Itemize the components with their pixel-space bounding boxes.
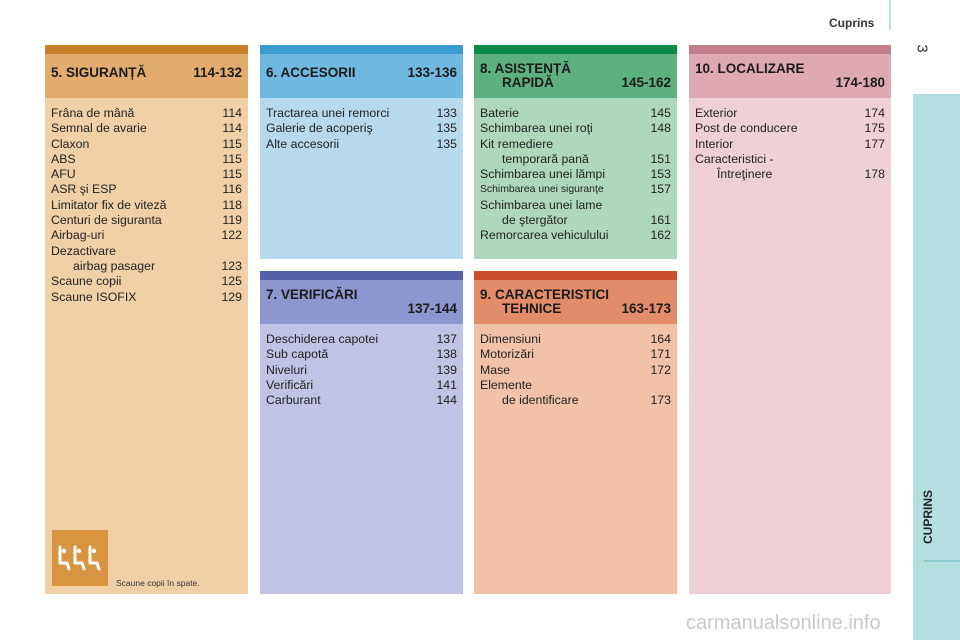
toc-entry[interactable]: Schimbarea unei roţi 148 xyxy=(480,121,671,136)
section-title[interactable]: 10. LOCALIZARE xyxy=(695,61,805,76)
section-10-card: 10. LOCALIZARE 174-180 Exterior 174 Post … xyxy=(689,45,891,594)
toc-entry[interactable]: Caracteristici - xyxy=(695,151,774,166)
toc-entry[interactable]: Dezactivare xyxy=(51,243,116,258)
toc-entry[interactable]: Limitator fix de viteză 118 xyxy=(51,197,242,212)
section-title[interactable]: 8. ASISTENȚĂ xyxy=(480,61,572,76)
page-header-title: Cuprins xyxy=(829,16,875,30)
section-title-bar: 8. ASISTENȚĂ RAPIDĂ 145-162 xyxy=(474,54,677,98)
toc-entry[interactable]: Claxon 115 xyxy=(51,136,242,151)
icon-caption: Scaune copii în spate. xyxy=(116,578,200,588)
watermark: carmanualsonline.info xyxy=(686,612,881,634)
section-strip xyxy=(260,271,463,280)
toc-entry[interactable]: Scaune copii 125 xyxy=(51,274,242,289)
toc-entry[interactable]: Carburant 144 xyxy=(266,393,457,408)
toc-entry[interactable]: Frâna de mână 114 xyxy=(51,106,242,120)
toc-entry[interactable]: Post de conducere 175 xyxy=(695,121,885,136)
section-title-line2: RAPIDĂ xyxy=(502,75,554,90)
section-page-range: 114-132 xyxy=(193,65,242,80)
section-8-card: 8. ASISTENȚĂ RAPIDĂ 145-162 Baterie 145 S… xyxy=(474,45,677,259)
section-page-range: 174-180 xyxy=(835,75,885,90)
section-strip xyxy=(474,45,677,54)
section-title-bar: 9. CARACTERISTICI TEHNICE 163-173 xyxy=(474,280,677,324)
toc-entry[interactable]: Semnal de avarie 114 xyxy=(51,121,242,136)
section-body: Baterie 145 Schimbarea unei roţi 148 Kit r… xyxy=(474,98,677,259)
toc-entry[interactable]: Scaune ISOFIX 129 xyxy=(51,289,242,304)
toc-entry[interactable]: Dimensiuni 164 xyxy=(480,332,671,346)
section-body: Deschiderea capotei 137 Sub capotă 138 Niv… xyxy=(260,324,463,594)
child-seats-icon xyxy=(52,530,108,586)
toc-entry[interactable]: Mase 172 xyxy=(480,362,671,377)
toc-entry[interactable]: AFU 115 xyxy=(51,167,242,182)
toc-entry[interactable]: Sub capotă 138 xyxy=(266,347,457,362)
section-5-card: 5. SIGURANȚĂ 114-132 Frâna de mână 114 Se… xyxy=(45,45,248,594)
toc-entry[interactable]: ABS 115 xyxy=(51,151,242,166)
section-strip xyxy=(260,45,463,54)
toc-entry[interactable]: Interior 177 xyxy=(695,136,885,151)
toc-entry[interactable]: Schimbarea unei siguranţe 157 xyxy=(480,182,671,197)
section-title-bar: 6. ACCESORII 133-136 xyxy=(260,54,463,98)
section-page-range: 137-144 xyxy=(407,301,457,316)
page-number: 3 xyxy=(913,44,931,53)
toc-entry[interactable]: Schimbarea unei lămpi 153 xyxy=(480,167,671,182)
toc-entry[interactable]: Niveluri 139 xyxy=(266,362,457,377)
section-body: Tractarea unei remorci 133 Galerie de aco… xyxy=(260,98,463,259)
toc-entry[interactable]: Întreţinere 178 xyxy=(717,167,885,182)
section-body: Dimensiuni 164 Motorizări 171 Mase 172 Elem… xyxy=(474,324,677,594)
toc-entry[interactable]: temporară pană 151 xyxy=(502,151,671,166)
section-strip xyxy=(45,45,248,54)
section-title-line2: TEHNICE xyxy=(502,301,562,316)
side-tab-label: CUPRINS xyxy=(921,489,935,545)
section-9-card: 9. CARACTERISTICI TEHNICE 163-173 Dimens… xyxy=(474,271,677,594)
toc-entry[interactable]: Kit remediere xyxy=(480,136,554,151)
toc-entry[interactable]: Centuri de siguranta 119 xyxy=(51,213,242,228)
side-tab xyxy=(913,94,960,640)
section-title-bar: 10. LOCALIZARE 174-180 xyxy=(689,54,891,98)
section-title[interactable]: 7. VERIFICĂRI xyxy=(266,287,358,302)
toc-entry[interactable]: Verificări 141 xyxy=(266,377,457,392)
toc-entry[interactable]: Remorcarea vehiculului 162 xyxy=(480,228,671,243)
header-divider xyxy=(889,0,891,30)
toc-entry[interactable]: Galerie de acoperiş 135 xyxy=(266,121,457,136)
section-title-bar: 7. VERIFICĂRI 137-144 xyxy=(260,280,463,324)
section-title[interactable]: 9. CARACTERISTICI xyxy=(480,287,610,302)
toc-entry[interactable]: Baterie 145 xyxy=(480,106,671,120)
section-strip xyxy=(689,45,891,54)
toc-entry[interactable]: Elemente xyxy=(480,377,532,392)
toc-entry[interactable]: de identificare 173 xyxy=(502,393,671,408)
toc-entry[interactable]: de ştergător 161 xyxy=(502,213,671,228)
toc-entry[interactable]: Schimbarea unei lame xyxy=(480,197,603,212)
side-tab-divider xyxy=(924,560,960,562)
toc-entry[interactable]: ASR şi ESP 116 xyxy=(51,182,242,197)
section-6-card: 6. ACCESORII 133-136 Tractarea unei remo… xyxy=(260,45,463,259)
toc-entry[interactable]: Motorizări 171 xyxy=(480,347,671,362)
section-title[interactable]: 5. SIGURANȚĂ xyxy=(51,65,147,80)
section-body: Frâna de mână 114 Semnal de avarie 114 Cla… xyxy=(45,98,248,594)
section-page-range: 133-136 xyxy=(407,65,457,80)
side-tab-label-box: CUPRINS xyxy=(920,482,936,552)
section-page-range: 163-173 xyxy=(621,301,671,316)
toc-entry[interactable]: Exterior 174 xyxy=(695,106,885,120)
toc-entry[interactable]: Airbag-uri 122 xyxy=(51,228,242,243)
section-strip xyxy=(474,271,677,280)
section-title-bar: 5. SIGURANȚĂ 114-132 xyxy=(45,54,248,98)
section-7-card: 7. VERIFICĂRI 137-144 Deschiderea capote… xyxy=(260,271,463,594)
section-page-range: 145-162 xyxy=(621,75,671,90)
toc-entry[interactable]: Alte accesorii 135 xyxy=(266,136,457,151)
section-title[interactable]: 6. ACCESORII xyxy=(266,65,356,80)
toc-entry[interactable]: Deschiderea capotei 137 xyxy=(266,332,457,346)
toc-entry[interactable]: airbag pasager 123 xyxy=(73,258,242,273)
section-body: Exterior 174 Post de conducere 175 Interio… xyxy=(689,98,891,594)
toc-entry[interactable]: Tractarea unei remorci 133 xyxy=(266,106,457,120)
